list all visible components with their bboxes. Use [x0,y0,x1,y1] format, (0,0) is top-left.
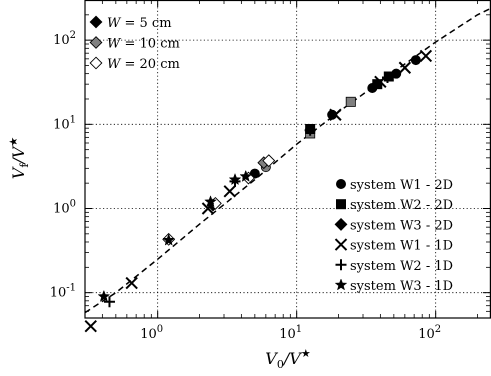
tick-labels: 100 101 102 10-1 100 101 102 [50,30,441,342]
y-tick-label: 10-1 [50,283,76,301]
data-point-star [97,289,111,302]
data-point-x [329,108,342,121]
legend-width-marker [89,36,103,49]
legend-system-marker-plus [335,259,347,271]
x-tick-label: 101 [279,324,302,342]
width-legend: W = 5 cm W = 10 cm W = 20 cm [89,15,180,72]
legend-width-label: W = 10 cm [107,37,180,52]
data-point-plus [103,296,115,308]
data-point-star [204,195,217,208]
data-point-x [398,61,412,74]
data-points [84,49,433,333]
x-tick-label: 102 [418,324,441,342]
data-point-x [419,49,433,63]
plot-frame [84,0,491,319]
legend-system-marker-square [335,199,346,210]
y-tick-label: 102 [53,30,76,48]
data-point-x [84,319,97,333]
fit-line-path [84,7,491,314]
legend-system-label: system W3 - 1D [350,279,453,294]
data-point-circle [410,55,421,66]
x-axis-title: V0/V★ [265,347,311,371]
grid-lines [85,0,491,318]
data-point-star [228,172,242,186]
system-legend: system W1 - 2D system W2 - 2D system W3 - … [334,178,453,294]
legend-width-label: W = 20 cm [107,57,180,72]
legend-width-marker [89,56,103,70]
legend-system-label: system W3 - 2D [350,218,453,233]
legend-system-marker-star [334,278,348,291]
legend-system-marker-circle [335,178,346,189]
legend-width-label: W = 5 cm [107,16,172,31]
data-point-x [125,276,138,290]
x-tick-label: 100 [140,324,163,342]
legend-system-label: system W1 - 1D [350,239,453,254]
y-axis-title: Vf/V★ [7,137,31,180]
y-tick-label: 101 [53,114,76,132]
data-point-square [345,96,356,107]
legend-system-marker-diamond [334,217,348,231]
fit-line [84,7,491,314]
y-tick-label: 100 [53,198,76,216]
legend-width-marker [89,15,103,29]
legend-system-label: system W2 - 2D [350,198,453,213]
data-point-star [239,169,253,182]
data-point-plus [304,124,316,136]
legend-system-marker-x [334,238,348,251]
data-point-diamond [262,154,276,168]
data-point-x [223,185,236,198]
axis-ticks [84,0,490,318]
data-point-star [162,233,176,246]
data-point-square [383,71,394,82]
legend-system-label: system W2 - 1D [350,259,453,274]
data-point-plus [381,72,393,84]
legend-system-label: system W1 - 2D [350,178,453,193]
